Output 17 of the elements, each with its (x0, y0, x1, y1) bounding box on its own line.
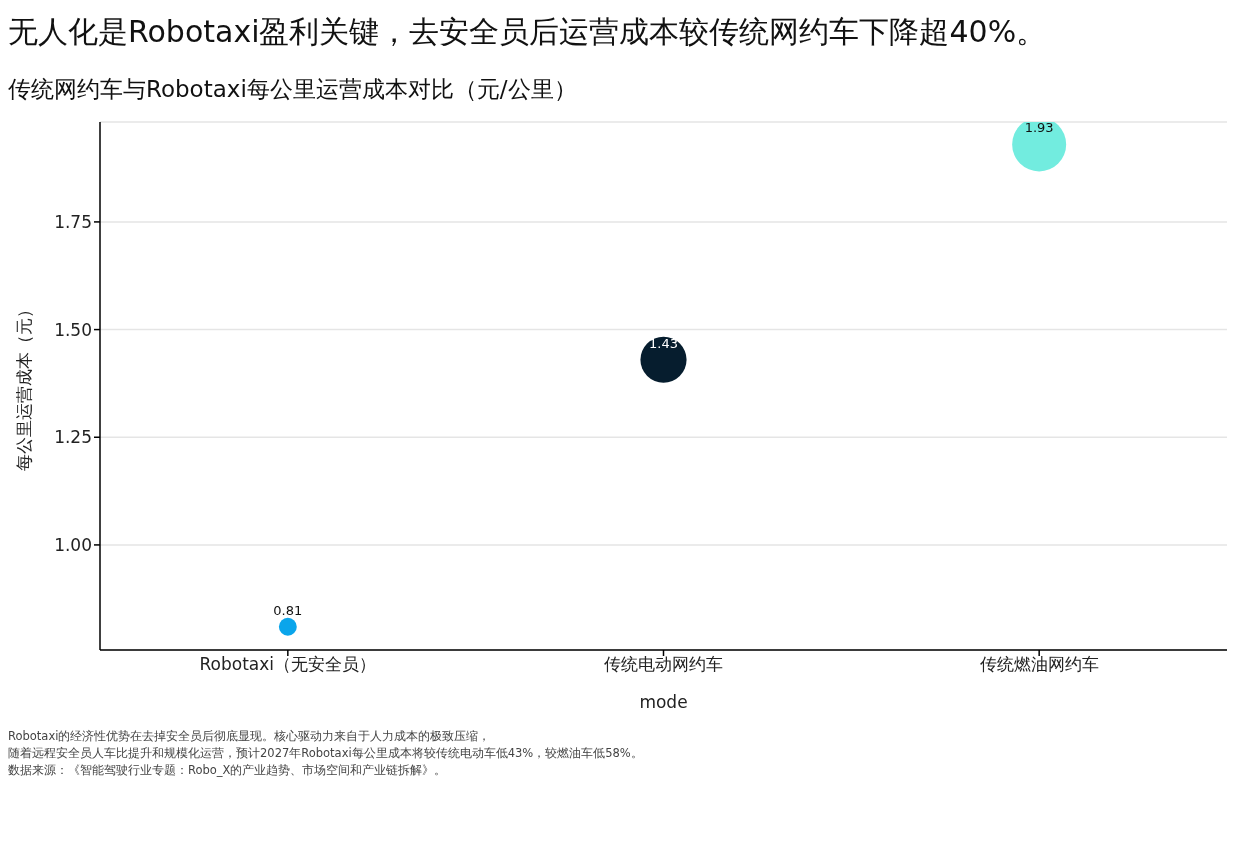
data-label: 1.93 (1024, 120, 1054, 136)
text: Robotaxi的经济性优势在去掉安全员后彻底显现。核心驱动力来自于人力成本的极致压缩， (8, 728, 492, 745)
data-label: 0.81 (273, 602, 303, 618)
chart-subtitle: 传统网约车与Robotaxi每公里运营成本对比（元/公里） (8, 75, 578, 104)
x-axis-title: mode (639, 692, 688, 712)
source-note: 数据来源：《智能驾驶行业专题：Robo_X的产业趋势、市场空间和产业链拆解》。 (8, 762, 448, 779)
y-tick-label: 1.75 (54, 211, 92, 232)
y-tick-label: 1.25 (54, 427, 92, 448)
data-label: 1.43 (649, 335, 678, 351)
x-tick-label: 传统电动网约车 (604, 654, 723, 675)
y-tick-label: 1.50 (54, 319, 92, 340)
x-tick-label: 传统燃油网约车 (979, 654, 1099, 675)
y-tick-label: 1.00 (54, 534, 92, 555)
x-tick-label: Robotaxi（无安全员） (199, 654, 377, 675)
y-axis-title: 每公里运营成本（元） (14, 301, 34, 471)
chart-title: 无人化是Robotaxi盈利关键，去安全员后运营成本较传统网约车下降超40%。 (8, 13, 1048, 51)
text: 随着远程安全员人车比提升和规模化运营，预计2027年Robotaxi每公里成本将较传统电动车低43%，较燃油车低58%。 (8, 745, 644, 762)
